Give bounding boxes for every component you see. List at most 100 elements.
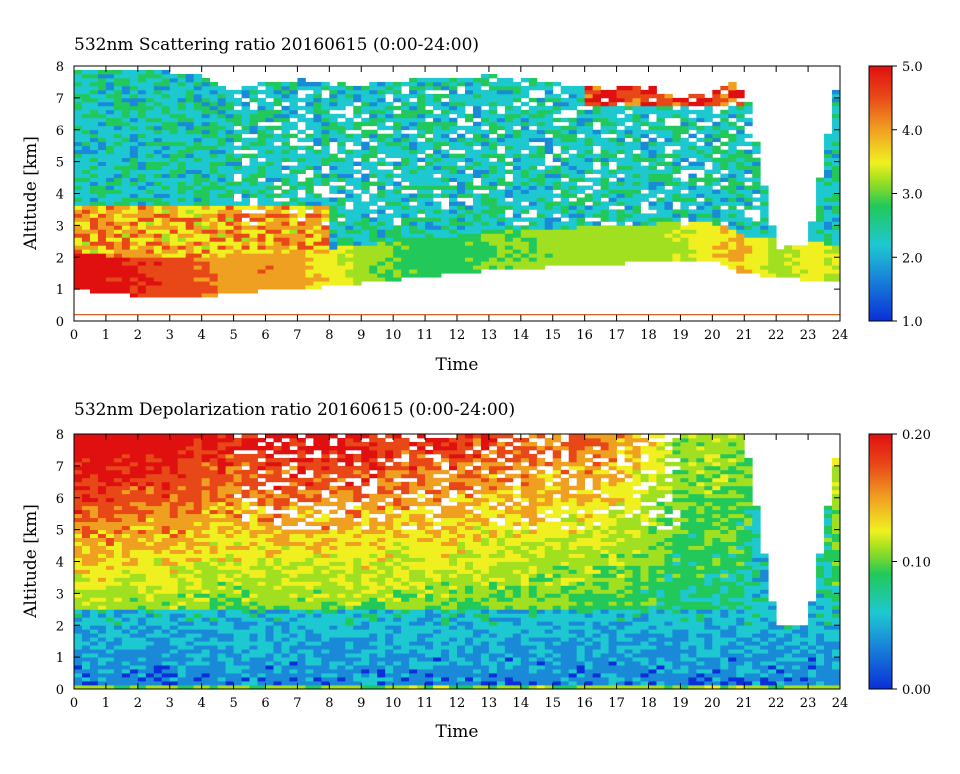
heatmap-cell bbox=[656, 233, 664, 237]
heatmap-cell bbox=[114, 562, 122, 566]
heatmap-cell bbox=[154, 450, 162, 454]
heatmap-cell bbox=[792, 249, 800, 253]
heatmap-cell bbox=[832, 162, 840, 166]
heatmap-cell bbox=[513, 257, 521, 261]
heatmap-cell bbox=[130, 494, 138, 498]
heatmap-cell bbox=[90, 201, 98, 205]
heatmap-cell bbox=[744, 197, 752, 201]
heatmap-cell bbox=[114, 74, 122, 78]
heatmap-cell bbox=[824, 174, 832, 178]
heatmap-cell bbox=[106, 186, 114, 190]
heatmap-cell bbox=[561, 142, 569, 146]
heatmap-cell bbox=[601, 94, 609, 98]
heatmap-cell bbox=[449, 78, 457, 82]
heatmap-cell bbox=[258, 146, 266, 150]
heatmap-cell bbox=[688, 118, 696, 122]
heatmap-cell bbox=[74, 498, 82, 502]
heatmap-cell bbox=[138, 142, 146, 146]
heatmap-cell bbox=[505, 261, 513, 265]
heatmap-cell bbox=[369, 273, 377, 277]
heatmap-cell bbox=[736, 126, 744, 130]
heatmap-cell bbox=[473, 90, 481, 94]
heatmap-cell bbox=[146, 581, 154, 585]
heatmap-cell bbox=[313, 126, 321, 130]
heatmap-cell bbox=[409, 150, 417, 154]
heatmap-cell bbox=[186, 158, 194, 162]
heatmap-cell bbox=[234, 102, 242, 106]
heatmap-cell bbox=[114, 434, 122, 438]
heatmap-cell bbox=[138, 625, 146, 629]
heatmap-cell bbox=[218, 269, 226, 273]
heatmap-cell bbox=[712, 170, 720, 174]
heatmap-cell bbox=[720, 213, 728, 217]
heatmap-cell bbox=[489, 213, 497, 217]
heatmap-cell bbox=[106, 225, 114, 229]
heatmap-cell bbox=[74, 510, 82, 514]
heatmap-cell bbox=[82, 498, 90, 502]
heatmap-cell bbox=[513, 241, 521, 245]
heatmap-cell bbox=[569, 126, 577, 130]
heatmap-cell bbox=[457, 94, 465, 98]
heatmap-cell bbox=[529, 205, 537, 209]
heatmap-cell bbox=[433, 257, 441, 261]
heatmap-cell bbox=[146, 90, 154, 94]
heatmap-cell bbox=[680, 146, 688, 150]
heatmap-cell bbox=[473, 142, 481, 146]
heatmap-cell bbox=[537, 98, 545, 102]
heatmap-cell bbox=[313, 174, 321, 178]
x-tick-label: 22 bbox=[768, 328, 785, 343]
heatmap-cell bbox=[178, 201, 186, 205]
heatmap-cell bbox=[162, 581, 170, 585]
heatmap-cell bbox=[258, 273, 266, 277]
heatmap-cell bbox=[114, 289, 122, 293]
heatmap-cell bbox=[832, 205, 840, 209]
heatmap-cell bbox=[82, 597, 90, 601]
heatmap-cell bbox=[82, 657, 90, 661]
heatmap-cell bbox=[720, 162, 728, 166]
heatmap-cell bbox=[641, 102, 649, 106]
heatmap-cell bbox=[529, 118, 537, 122]
heatmap-cell bbox=[186, 194, 194, 198]
heatmap-cell bbox=[194, 209, 202, 213]
heatmap-cell bbox=[226, 178, 234, 182]
heatmap-cell bbox=[273, 233, 281, 237]
heatmap-cell bbox=[170, 106, 178, 110]
heatmap-cell bbox=[337, 261, 345, 265]
heatmap-cell bbox=[146, 625, 154, 629]
heatmap-cell bbox=[601, 166, 609, 170]
heatmap-cell bbox=[497, 217, 505, 221]
heatmap-cell bbox=[194, 86, 202, 90]
heatmap-cell bbox=[250, 285, 258, 289]
heatmap-cell bbox=[617, 209, 625, 213]
heatmap-cell bbox=[226, 106, 234, 110]
heatmap-cell bbox=[154, 486, 162, 490]
heatmap-cell bbox=[808, 245, 816, 249]
heatmap-cell bbox=[377, 86, 385, 90]
heatmap-cell bbox=[337, 265, 345, 269]
x-axis-label: Time bbox=[436, 355, 479, 375]
heatmap-cell bbox=[202, 174, 210, 178]
heatmap-cell bbox=[561, 205, 569, 209]
heatmap-cell bbox=[633, 178, 641, 182]
heatmap-cell bbox=[489, 154, 497, 158]
heatmap-cell bbox=[513, 205, 521, 209]
heatmap-cell bbox=[289, 186, 297, 190]
heatmap-cell bbox=[154, 277, 162, 281]
heatmap-cell bbox=[218, 106, 226, 110]
heatmap-cell bbox=[337, 281, 345, 285]
heatmap-cell bbox=[138, 261, 146, 265]
heatmap-cell bbox=[130, 581, 138, 585]
heatmap-cell bbox=[114, 577, 122, 581]
heatmap-cell bbox=[625, 118, 633, 122]
heatmap-cell bbox=[744, 229, 752, 233]
heatmap-cell bbox=[170, 573, 178, 577]
heatmap-cell bbox=[569, 205, 577, 209]
heatmap-cell bbox=[122, 257, 130, 261]
heatmap-cell bbox=[106, 538, 114, 542]
heatmap-cell bbox=[162, 546, 170, 550]
heatmap-cell bbox=[273, 194, 281, 198]
heatmap-cell bbox=[736, 182, 744, 186]
heatmap-cell bbox=[585, 94, 593, 98]
heatmap-cell bbox=[409, 245, 417, 249]
heatmap-cell bbox=[704, 142, 712, 146]
